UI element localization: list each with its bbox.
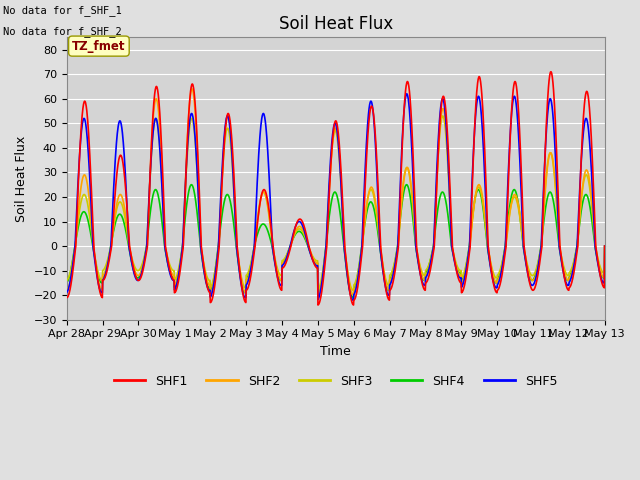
SHF4	[349, 295, 356, 300]
SHF5	[285, 248, 292, 253]
SHF2	[283, 254, 291, 260]
SHF3	[601, 243, 609, 249]
SHF1	[63, 295, 70, 300]
SHF3	[178, 250, 186, 256]
SHF5	[264, 153, 272, 158]
SHF3	[349, 288, 357, 293]
SHF3	[282, 253, 290, 259]
SHF4	[63, 280, 70, 286]
Line: SHF5: SHF5	[67, 94, 605, 300]
X-axis label: Time: Time	[321, 345, 351, 358]
SHF1	[264, 200, 272, 206]
SHF4	[431, 233, 438, 239]
Legend: SHF1, SHF2, SHF3, SHF4, SHF5: SHF1, SHF2, SHF3, SHF4, SHF5	[109, 370, 563, 393]
SHF2	[349, 292, 357, 298]
SHF1	[431, 244, 438, 250]
Text: No data for f_SHF_1: No data for f_SHF_1	[3, 5, 122, 16]
SHF4	[93, 271, 101, 276]
SHF4	[264, 229, 272, 235]
SHF3	[63, 277, 70, 283]
Line: SHF3: SHF3	[67, 116, 605, 290]
SHF5	[403, 91, 411, 96]
SHF1	[547, 69, 555, 74]
SHF2	[264, 205, 272, 211]
SHF2	[285, 247, 293, 253]
SHF2	[178, 253, 186, 259]
SHF1	[314, 302, 322, 308]
Line: SHF2: SHF2	[67, 89, 605, 295]
SHF5	[601, 243, 609, 249]
SHF2	[431, 231, 438, 237]
SHF5	[431, 220, 438, 226]
Y-axis label: Soil Heat Flux: Soil Heat Flux	[15, 135, 28, 222]
SHF3	[285, 247, 292, 252]
Line: SHF1: SHF1	[67, 72, 605, 305]
Text: No data for f_SHF_2: No data for f_SHF_2	[3, 26, 122, 37]
SHF1	[601, 243, 609, 249]
SHF1	[178, 257, 186, 263]
SHF3	[93, 267, 101, 273]
Title: Soil Heat Flux: Soil Heat Flux	[278, 15, 393, 33]
SHF5	[93, 277, 101, 283]
SHF3	[264, 205, 272, 211]
Text: TZ_fmet: TZ_fmet	[72, 40, 125, 53]
SHF4	[188, 182, 195, 188]
SHF4	[283, 253, 291, 259]
SHF3	[431, 232, 438, 238]
Line: SHF4: SHF4	[67, 185, 605, 298]
SHF2	[188, 86, 196, 92]
SHF5	[282, 256, 290, 262]
SHF5	[178, 251, 186, 257]
SHF5	[349, 297, 356, 303]
SHF1	[93, 276, 101, 282]
SHF4	[178, 250, 186, 255]
SHF1	[285, 251, 292, 256]
SHF5	[63, 289, 70, 295]
SHF2	[93, 273, 101, 278]
SHF2	[601, 243, 609, 249]
SHF2	[63, 288, 70, 293]
SHF1	[282, 259, 290, 265]
SHF4	[601, 243, 609, 249]
SHF4	[285, 246, 293, 252]
SHF3	[439, 113, 447, 119]
